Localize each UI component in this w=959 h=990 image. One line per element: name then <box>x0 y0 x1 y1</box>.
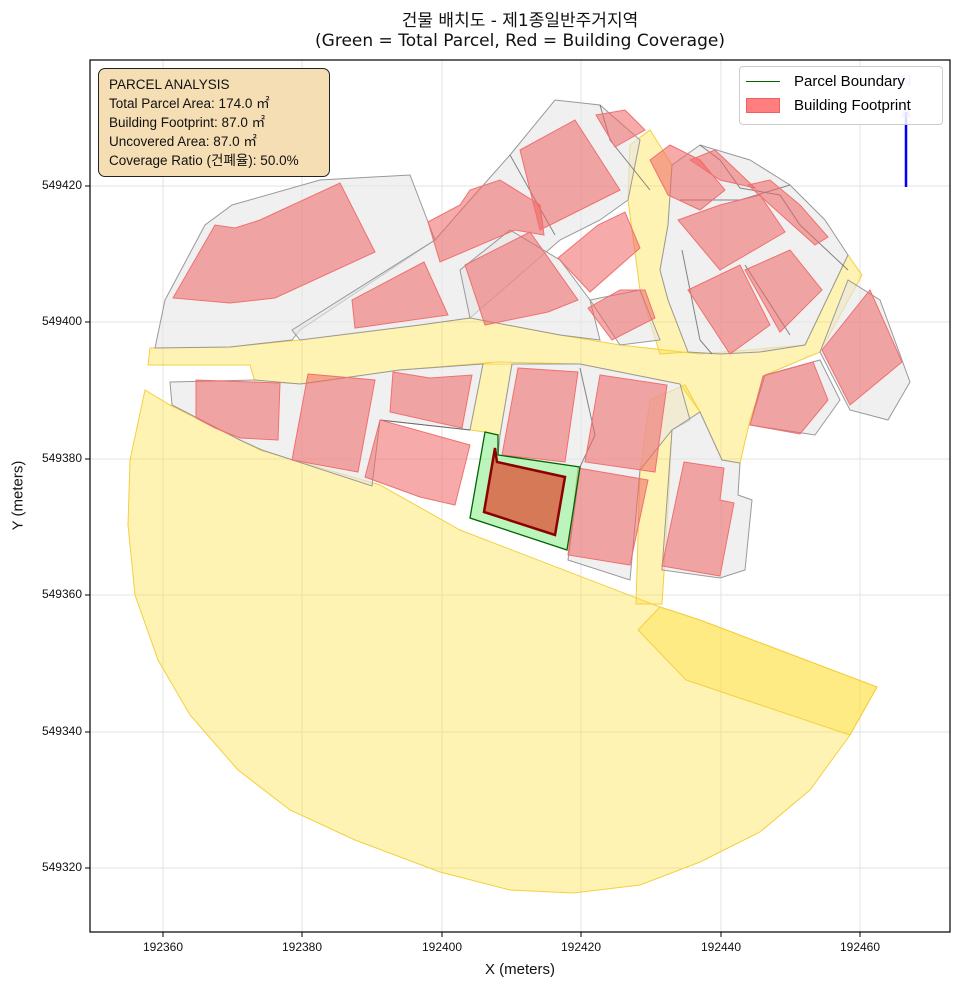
y-tick-label: 549320 <box>41 860 82 874</box>
y-tick-label: 549380 <box>41 451 82 465</box>
info-footprint: Building Footprint: 87.0 ㎡ <box>109 115 266 130</box>
x-tick-label: 192360 <box>142 940 184 954</box>
legend-item-parcel-boundary: Parcel Boundary <box>746 73 905 90</box>
tick-marks <box>85 185 861 937</box>
legend: Parcel Boundary Building Footprint <box>739 66 943 125</box>
x-axis-label: X (meters) <box>484 961 555 978</box>
y-tick-label: 549400 <box>41 314 82 328</box>
chart-subtitle: (Green = Total Parcel, Red = Building Co… <box>315 31 725 51</box>
x-tick-label: 192400 <box>421 940 463 954</box>
y-tick-label: 549360 <box>41 587 82 601</box>
road-east-strip <box>637 606 878 736</box>
chart-title: 건물 배치도 - 제1종일반주거지역 <box>401 11 639 31</box>
legend-label: Parcel Boundary <box>794 73 905 90</box>
patch-swatch-icon <box>746 98 780 113</box>
x-tick-label: 192440 <box>700 940 742 954</box>
x-tick-label: 192420 <box>560 940 602 954</box>
target-building-footprint <box>482 447 567 537</box>
x-tick-label: 192380 <box>281 940 323 954</box>
road-south <box>127 389 878 894</box>
building-footprints <box>172 109 903 577</box>
y-axis-label: Y (meters) <box>9 460 27 531</box>
legend-item-building-footprint: Building Footprint <box>746 97 911 114</box>
info-uncovered: Uncovered Area: 87.0 ㎡ <box>109 134 257 149</box>
legend-label: Building Footprint <box>794 97 911 114</box>
y-tick-label: 549340 <box>41 724 82 738</box>
plot-frame <box>89 59 951 933</box>
info-heading: PARCEL ANALYSIS <box>109 77 230 92</box>
y-tick-label: 549420 <box>41 178 82 192</box>
parcel-analysis-box: PARCEL ANALYSIS Total Parcel Area: 174.0… <box>98 68 330 177</box>
info-coverage: Coverage Ratio (건폐율): 50.0% <box>109 153 299 168</box>
x-tick-label: 192460 <box>839 940 881 954</box>
line-swatch-icon <box>746 81 780 82</box>
info-total-area: Total Parcel Area: 174.0 ㎡ <box>109 96 270 111</box>
